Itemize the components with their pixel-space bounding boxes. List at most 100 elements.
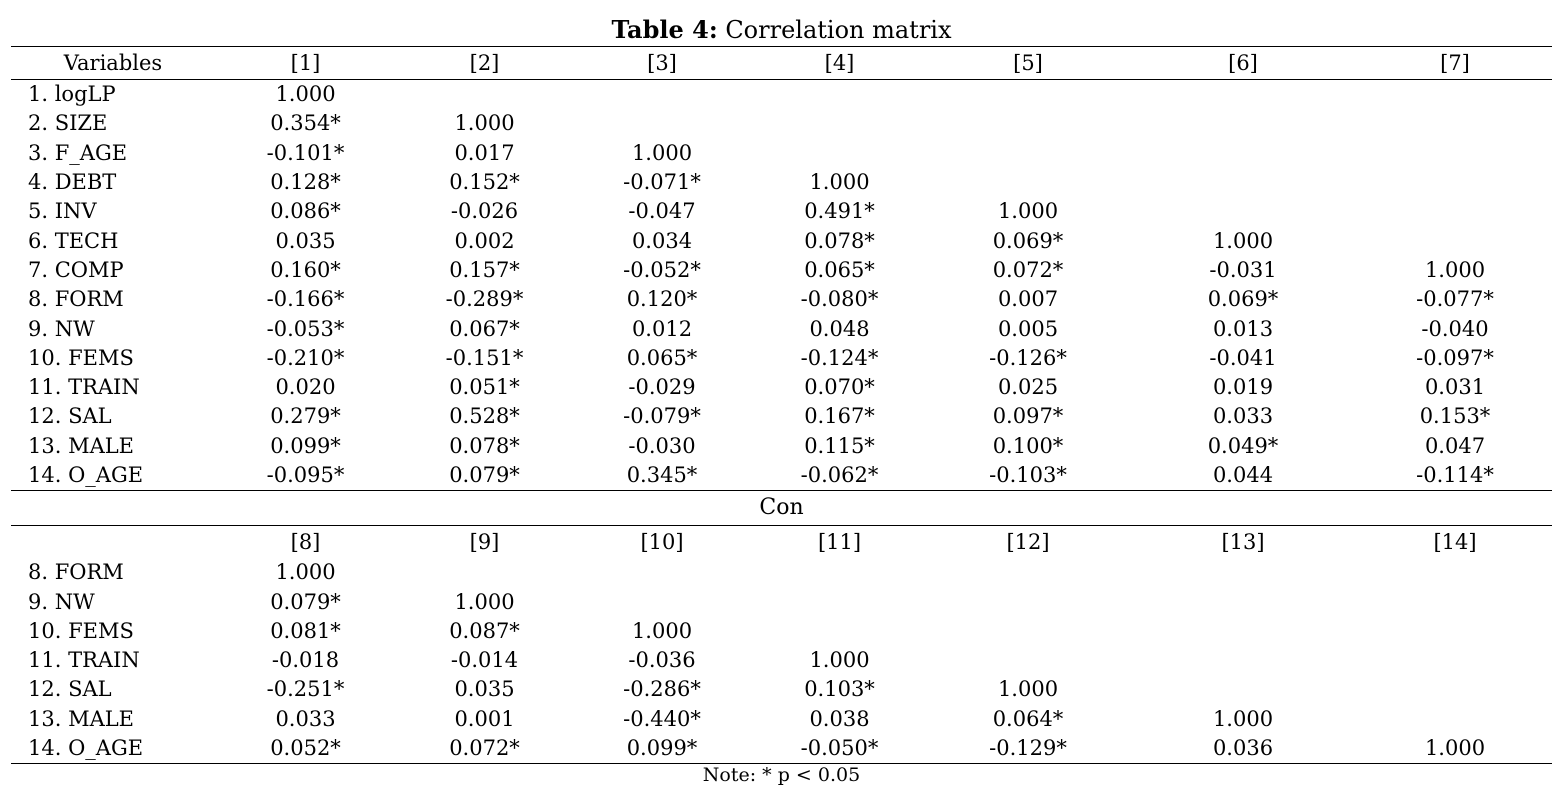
table-row: 9. NW -0.053* 0.067* 0.012 0.048 0.005 0.013 -0… <box>11 314 1552 343</box>
row-label: 2. SIZE <box>28 111 108 136</box>
row-label: 7. COMP <box>28 257 124 282</box>
row-label: 13. MALE <box>28 433 135 458</box>
table-cell: -0.029 <box>628 375 696 400</box>
table-body: Variables [1] [2] [3] [4] [5] [6] [7] 1. logLP 1.… <box>11 46 1552 765</box>
row-label: 14. O_AGE <box>11 733 215 765</box>
table-cell <box>1128 168 1358 197</box>
table-cell: 0.033 <box>1212 404 1274 429</box>
table-cell: 0.051* <box>449 375 520 400</box>
table-cell: 0.072* <box>992 257 1064 282</box>
table-cell: 0.087* <box>449 618 520 643</box>
table-cell: 0.038 <box>809 706 870 731</box>
table-cell <box>1358 587 1552 616</box>
table-cell: [1] <box>215 46 396 80</box>
table-cell: 0.115* <box>804 433 875 458</box>
table-cell: -0.103* <box>928 460 1128 492</box>
table-cell: [8] <box>290 530 321 555</box>
table-cell: -0.036 <box>628 648 696 673</box>
table-cell <box>573 109 751 138</box>
table-cell <box>1358 675 1552 704</box>
table-cell: 1.000 <box>997 199 1059 224</box>
table-cell: 0.020 <box>275 375 336 400</box>
table-cell <box>751 109 928 138</box>
row-label: 13. MALE <box>28 706 135 731</box>
table-row: 1. logLP 1.000 <box>11 80 1552 110</box>
table-cell <box>1358 617 1552 646</box>
table-cell: 0.491* <box>804 199 875 224</box>
table-cell <box>1358 139 1552 168</box>
table-cell: [2] <box>396 46 573 80</box>
table-cell: -0.166* <box>266 287 345 312</box>
table-cell: 0.034 <box>631 228 693 253</box>
row-label: 10. FEMS <box>28 618 134 643</box>
table-cell: 0.033 <box>275 706 336 731</box>
table-note: Note: * p < 0.05 <box>702 764 861 786</box>
row-label: 9. NW <box>28 589 95 614</box>
table-cell: 0.079* <box>396 460 573 492</box>
table-cell: 0.128* <box>270 170 341 195</box>
table-cell: 0.036 <box>1128 733 1358 765</box>
table-cell: 0.035 <box>275 228 336 253</box>
table-row: 5. INV 0.086* -0.026 -0.047 0.491* 1.000 <box>11 197 1552 226</box>
table-row: 7. COMP 0.160* 0.157* -0.052* 0.065* 0.072* -0… <box>11 256 1552 285</box>
table-cell <box>751 587 928 616</box>
table-cell: 0.069* <box>992 228 1064 253</box>
table-cell: 0.017 <box>454 140 515 165</box>
table-cell: 1.000 <box>454 589 515 614</box>
row-label: 6. TECH <box>28 228 119 253</box>
table-cell: -0.030 <box>628 433 696 458</box>
table-row: 14. O_AGE 0.052* 0.072* 0.099* -0.050* -0.129… <box>11 733 1552 765</box>
table-cell: -0.071* <box>623 170 701 195</box>
table-cell: 0.153* <box>1419 404 1491 429</box>
table-cell: 0.279* <box>270 404 341 429</box>
row-label: 5. INV <box>28 199 97 224</box>
row-label: Variables <box>11 46 215 80</box>
table-cell: 0.528* <box>449 404 520 429</box>
table-cell: 0.099* <box>573 733 751 765</box>
table-cell: -0.097* <box>1416 345 1494 370</box>
table-row: 13. MALE 0.099* 0.078* -0.030 0.115* 0.100* 0.… <box>11 432 1552 461</box>
table-cell: [14] <box>1433 530 1477 555</box>
table-row: 8. FORM 1.000 <box>11 558 1552 587</box>
table-cell <box>1128 587 1358 616</box>
table-cell: 0.065* <box>804 257 875 282</box>
table-cell: 0.097* <box>992 404 1064 429</box>
table-cell <box>928 558 1128 587</box>
table-cell: 0.005 <box>997 316 1059 341</box>
table-cell <box>1128 675 1358 704</box>
row-label: 4. DEBT <box>28 170 117 195</box>
table-cell: 0.345* <box>573 460 751 492</box>
table-cell <box>1128 646 1358 675</box>
table-cell <box>928 617 1128 646</box>
table-cell <box>751 558 928 587</box>
table-cell: -0.052* <box>623 257 701 282</box>
table-cell: -0.124* <box>800 345 879 370</box>
row-label: 12. SAL <box>28 404 112 429</box>
table-cell: [12] <box>1006 530 1050 555</box>
table-cell: 0.072* <box>396 733 573 765</box>
table-cell: 0.064* <box>992 706 1064 731</box>
table-cell <box>1128 109 1358 138</box>
table-row: 8. FORM -0.166* -0.289* 0.120* -0.080* 0.007 0… <box>11 285 1552 314</box>
table-cell: 1.000 <box>631 618 693 643</box>
table-cell: -0.101* <box>266 140 345 165</box>
table-cell: 0.002 <box>454 228 515 253</box>
row-label: 11. TRAIN <box>28 375 140 400</box>
row-label: 12. SAL <box>28 677 112 702</box>
table-cell: 0.065* <box>626 345 698 370</box>
table-cell: [4] <box>751 46 928 80</box>
table-cell: -0.251* <box>266 677 345 702</box>
table-cell: [5] <box>928 46 1128 80</box>
table-title-number: Table 4: <box>611 15 718 44</box>
table-cell: -0.053* <box>266 316 345 341</box>
table-row: 12. SAL 0.279* 0.528* -0.079* 0.167* 0.097* 0.… <box>11 402 1552 431</box>
table-cell: 0.012 <box>631 316 693 341</box>
table-cell: 0.069* <box>1207 287 1279 312</box>
table-cell: -0.018 <box>271 648 340 673</box>
table-cell <box>751 617 928 646</box>
table-cell <box>928 80 1128 110</box>
table-cell: 0.103* <box>804 677 875 702</box>
table-cell: 1.000 <box>1358 733 1552 765</box>
table-cell <box>573 558 751 587</box>
table-cell: -0.077* <box>1416 287 1494 312</box>
